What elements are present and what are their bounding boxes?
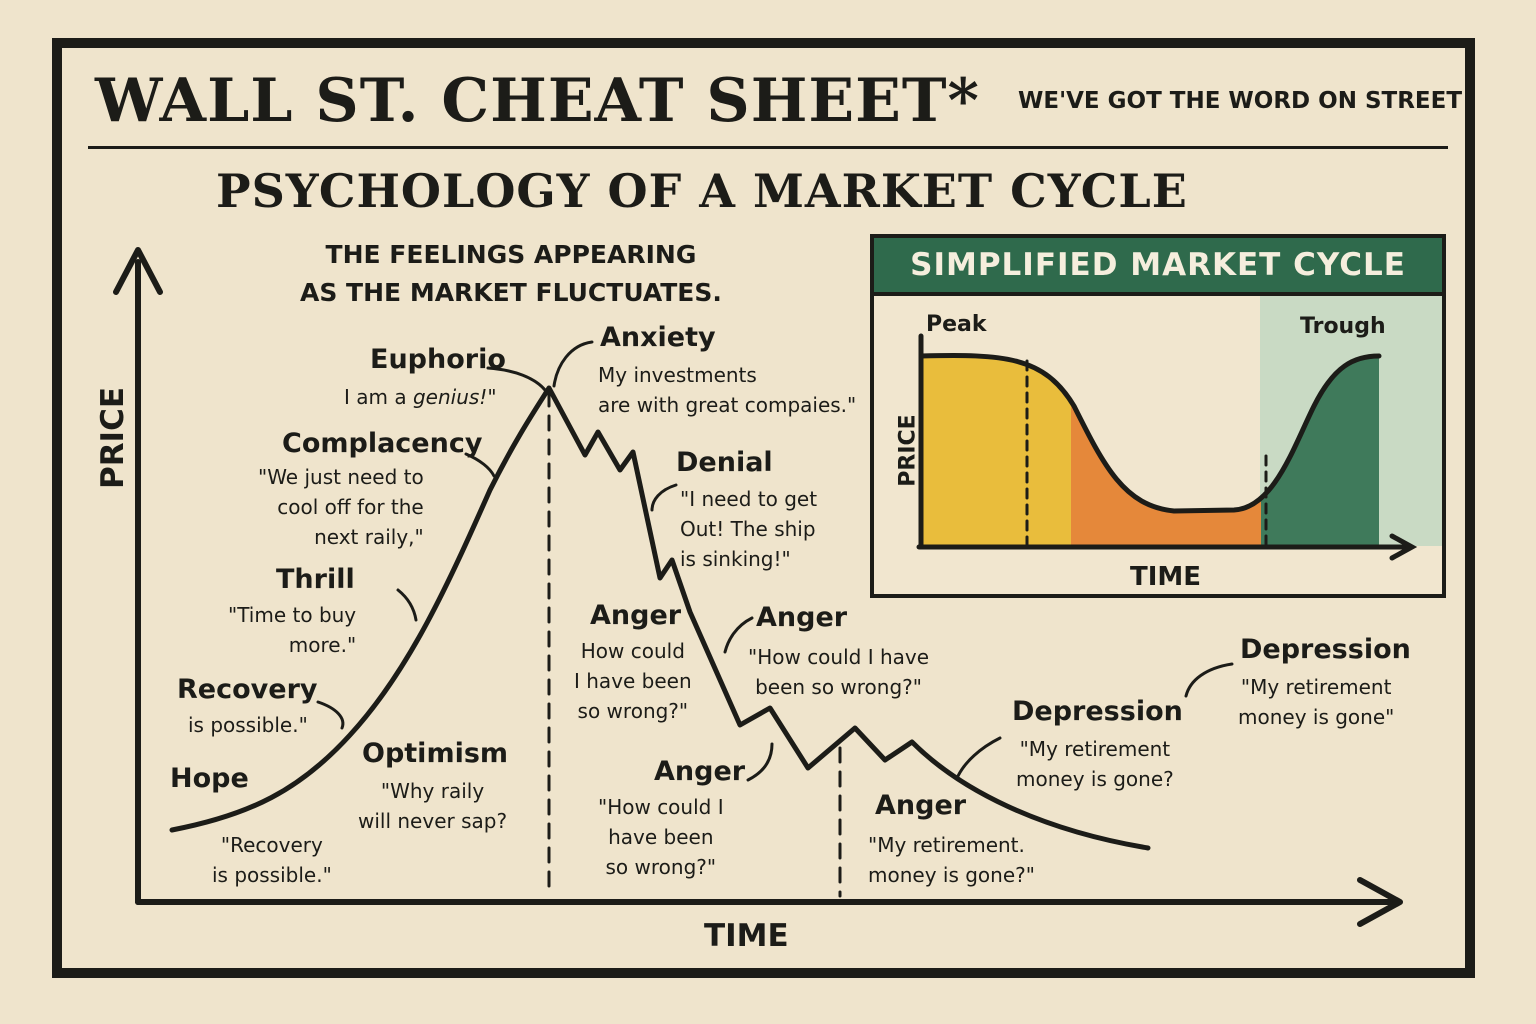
stage-depression-1-quote: "My retirement money is gone? xyxy=(1016,737,1174,791)
yellow-zone xyxy=(921,355,1071,546)
y-axis-arrow-icon xyxy=(113,247,163,295)
inset-x-arrow-icon xyxy=(1389,533,1418,561)
title-divider xyxy=(88,146,1448,149)
x-axis-arrow-icon xyxy=(1357,877,1403,927)
stage-euphoria-label: Euphorio xyxy=(370,344,506,375)
inset-y-axis-label: PRICE xyxy=(895,414,921,487)
stage-anger-3-label: Anger xyxy=(654,756,746,787)
recovery-connector xyxy=(316,700,345,730)
simplified-cycle-panel: SIMPLIFIED MARKET CYCLE Peak Trough PRIC… xyxy=(870,234,1446,598)
inset-x-axis-label: TIME xyxy=(1130,562,1202,592)
stage-optimism-label: Optimism xyxy=(362,738,509,769)
stage-thrill-quote: "Time to buy more." xyxy=(228,603,357,657)
stage-hope-quote: "Recovery is possible." xyxy=(212,833,332,887)
trough-label: Trough xyxy=(1300,314,1386,339)
stage-hope-label: Hope xyxy=(170,763,249,794)
stage-depression-1-label: Depression xyxy=(1012,696,1183,727)
stage-anger-3-quote: "How could I have been so wrong?" xyxy=(598,795,724,879)
depression-top-connector xyxy=(1184,662,1234,698)
stage-optimism-quote: "Why raily will never sap? xyxy=(358,779,508,833)
thrill-connector xyxy=(396,588,418,622)
anxiety-connector xyxy=(552,340,594,388)
simplified-cycle-chart xyxy=(916,296,1442,561)
denial-connector xyxy=(650,483,678,512)
poster-frame xyxy=(52,38,1475,978)
complacency-connector xyxy=(464,452,496,478)
euphoria-connector xyxy=(486,366,547,392)
stage-recovery-quote: is possible." xyxy=(188,713,308,737)
stage-anxiety-label: Anxiety xyxy=(600,322,716,353)
x-axis-label: TIME xyxy=(704,918,789,954)
tagline: WE'VE GOT THE WORD ON STREET xyxy=(1018,88,1463,114)
subtitle: PSYCHOLOGY OF A MARKET CYCLE xyxy=(216,164,1188,218)
stage-anger-4-label: Anger xyxy=(875,790,967,821)
stage-complacency-quote: "We just need to cool off for the next r… xyxy=(258,465,424,549)
stage-denial-label: Denial xyxy=(676,447,773,478)
main-title: WALL ST. CHEAT SHEET* xyxy=(95,66,980,136)
stage-recovery-label: Recovery xyxy=(177,674,318,705)
stage-anger-4-quote: "My retirement. money is gone?" xyxy=(868,833,1035,887)
stage-denial-quote: "I need to get Out! The ship is sinking!… xyxy=(680,487,818,571)
cycle-curve xyxy=(169,385,1151,851)
y-axis-label: PRICE xyxy=(95,386,132,490)
stage-anger-2-label: Anger xyxy=(756,602,848,633)
stage-thrill-label: Thrill xyxy=(276,564,355,595)
anger-bottom-connector xyxy=(746,742,774,782)
anger-right-connector xyxy=(723,616,754,654)
simplified-cycle-title: SIMPLIFIED MARKET CYCLE xyxy=(874,238,1442,296)
peak-label: Peak xyxy=(926,312,987,337)
stage-complacency-label: Complacency xyxy=(282,428,483,459)
simplified-cycle-curve xyxy=(918,353,1382,514)
stage-depression-2-label: Depression xyxy=(1240,634,1411,665)
stage-anger-1-label: Anger xyxy=(590,600,682,631)
stage-euphoria-quote: I am a genius!" xyxy=(344,385,497,409)
stage-depression-2-quote: "My retirement money is gone" xyxy=(1238,675,1395,729)
intro-text: THE FEELINGS APPEARING AS THE MARKET FLU… xyxy=(300,240,722,307)
stage-anxiety-quote: My investments are with great compaies." xyxy=(598,363,857,417)
stage-anger-1-quote: How could I have been so wrong?" xyxy=(574,639,692,723)
stage-anger-2-quote: "How could I have been so wrong?" xyxy=(748,645,930,699)
depression-connector xyxy=(956,736,1002,778)
